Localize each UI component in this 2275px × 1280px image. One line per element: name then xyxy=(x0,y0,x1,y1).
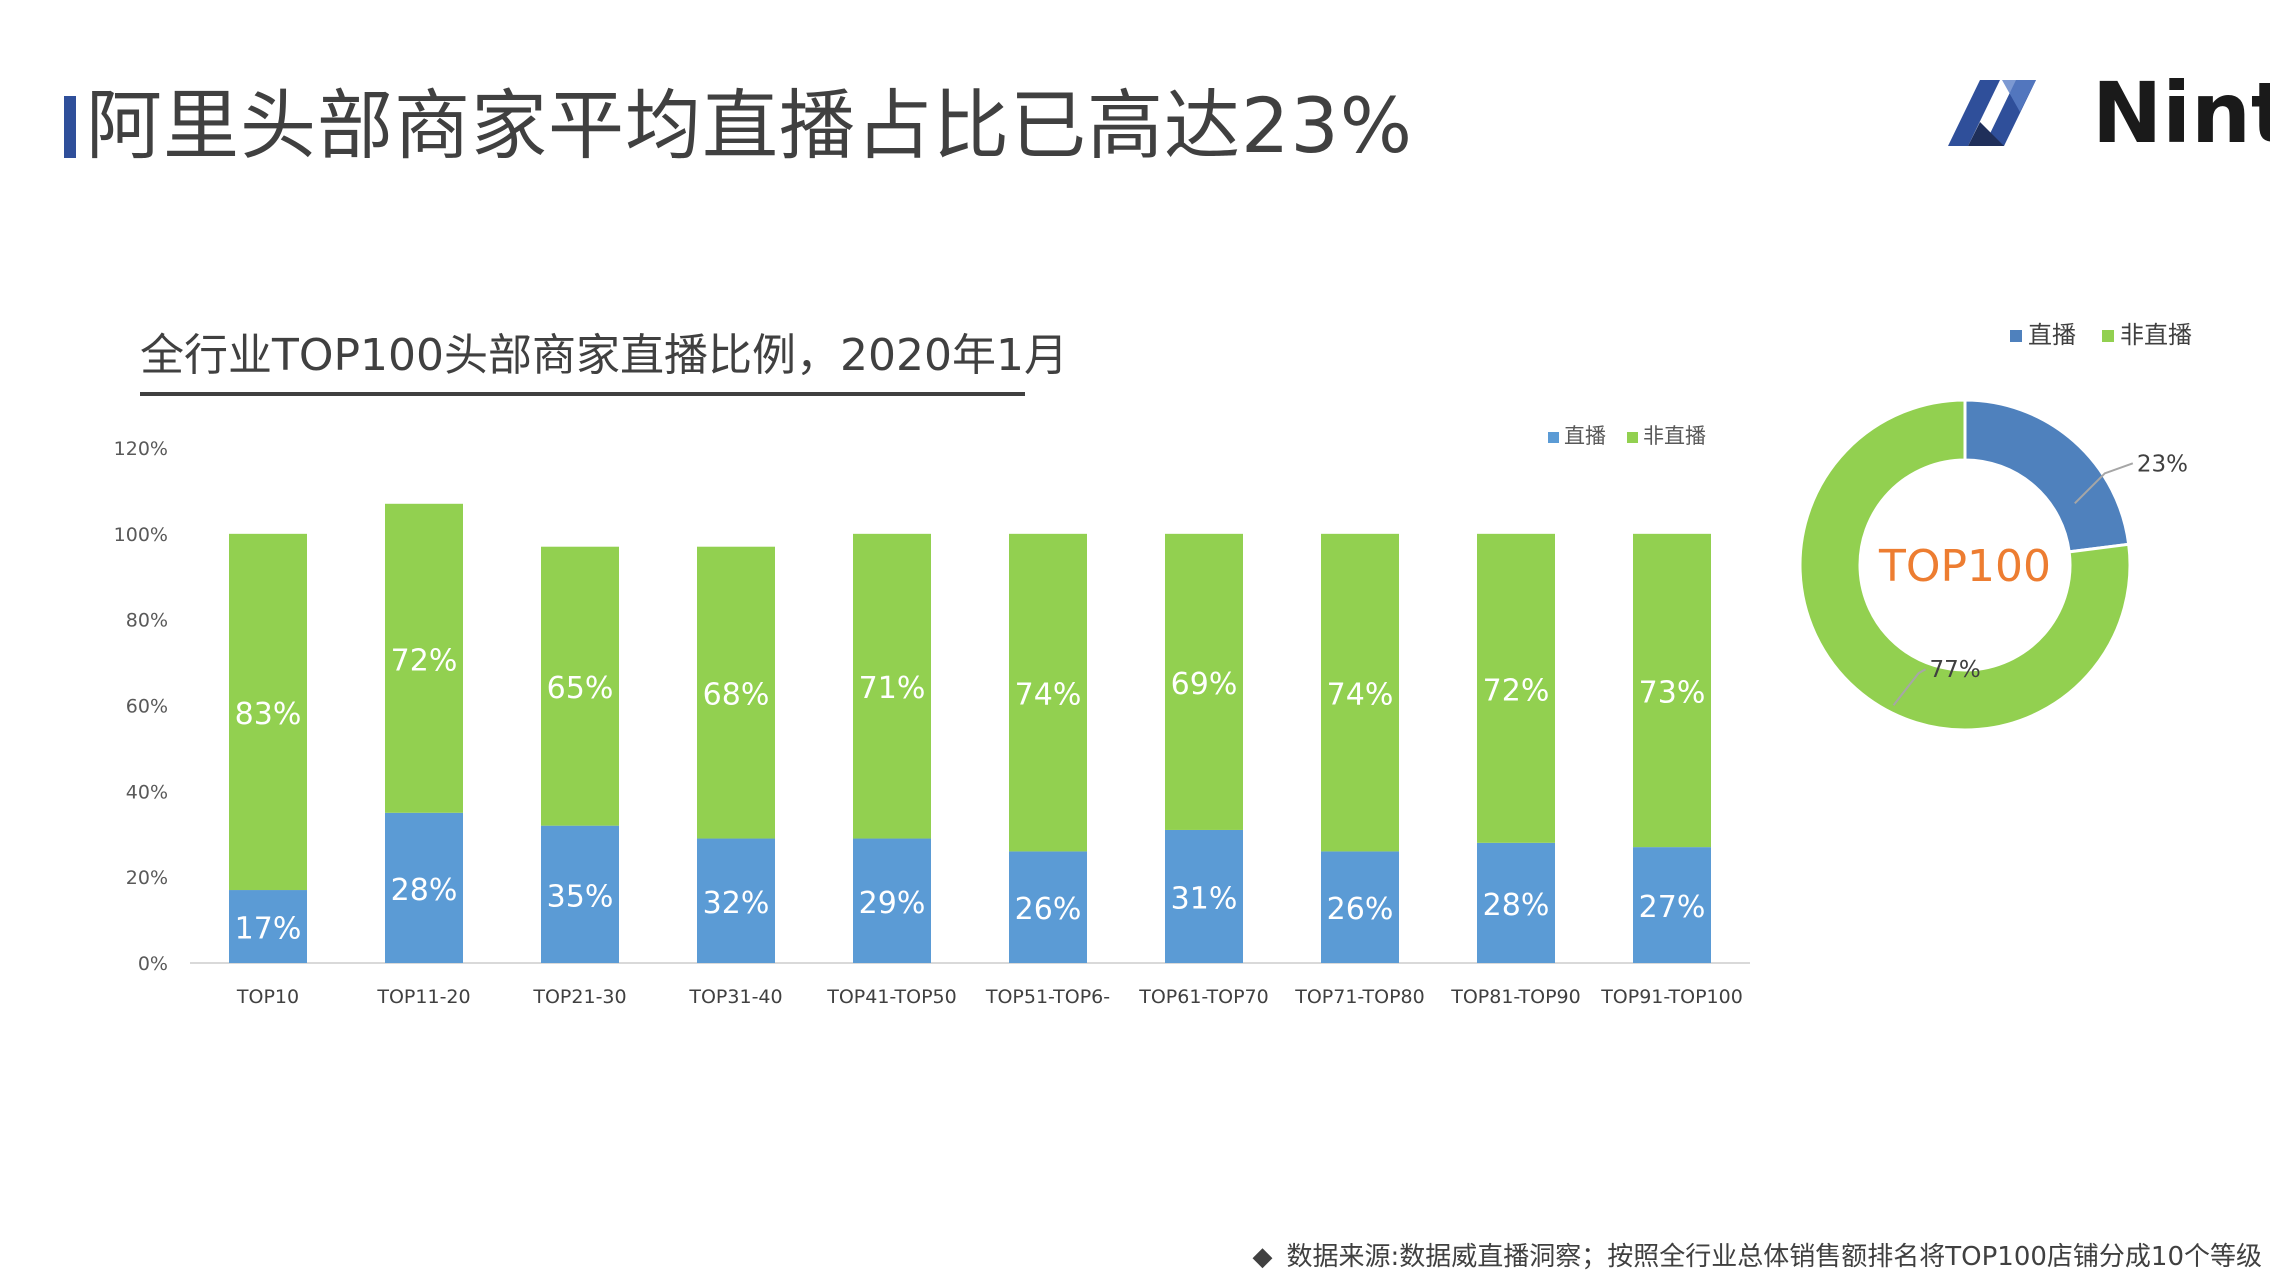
x-tick-label: TOP71-TOP80 xyxy=(1294,986,1425,1008)
y-tick-label: 20% xyxy=(126,867,168,889)
data-label-live: 28% xyxy=(1483,888,1550,923)
legend-swatch-live xyxy=(2010,330,2022,342)
legend-label-live: 直播 xyxy=(2028,321,2076,349)
bar-live-segment xyxy=(1321,851,1399,963)
donut-center-label: TOP100 xyxy=(1878,541,2051,592)
legend-swatch-non-live xyxy=(1627,432,1638,443)
data-label-live: 28% xyxy=(391,873,458,908)
donut-label-live: 23% xyxy=(2137,451,2188,477)
donut-label-non-live: 77% xyxy=(1930,657,1981,683)
data-label-non-live: 73% xyxy=(1639,675,1706,710)
data-label-live: 29% xyxy=(859,886,926,921)
bar-non-live-segment xyxy=(1633,533,1711,848)
legend-label-non-live: 非直播 xyxy=(2120,321,2192,349)
data-label-non-live: 72% xyxy=(1483,673,1550,708)
bar-live-segment xyxy=(1633,847,1711,963)
x-tick-label: TOP10 xyxy=(236,986,299,1008)
y-tick-label: 60% xyxy=(126,696,168,718)
bar-live-segment xyxy=(385,812,463,963)
x-tick-label: TOP11-20 xyxy=(376,986,470,1008)
x-tick-label: TOP91-TOP100 xyxy=(1600,986,1743,1008)
subtitle-underline xyxy=(140,392,1025,396)
bar-non-live-segment xyxy=(1477,533,1555,843)
svg-text:Nint: Nint xyxy=(2092,64,2270,154)
data-label-live: 32% xyxy=(703,886,770,921)
y-tick-label: 100% xyxy=(114,524,168,546)
y-tick-label: 120% xyxy=(114,438,168,460)
bar-non-live-segment xyxy=(385,503,463,813)
data-label-live: 27% xyxy=(1639,890,1706,925)
x-tick-label: TOP81-TOP90 xyxy=(1450,986,1581,1008)
data-label-live: 26% xyxy=(1327,892,1394,927)
legend-swatch-non-live xyxy=(2102,330,2114,342)
bar-non-live-segment xyxy=(853,533,931,839)
nint-logo: Nint xyxy=(1948,64,2270,154)
bar-non-live-segment xyxy=(1009,533,1087,852)
leader-line-live xyxy=(2074,462,2134,505)
x-tick-label: TOP61-TOP70 xyxy=(1138,986,1269,1008)
donut-chart: 23% 77% TOP100 直播 非直播 xyxy=(1798,321,2192,732)
x-tick-label: TOP21-30 xyxy=(532,986,626,1008)
data-label-non-live: 71% xyxy=(859,671,926,706)
y-tick-label: 0% xyxy=(138,953,168,975)
bar-live-segment xyxy=(697,838,775,963)
y-tick-label: 80% xyxy=(126,610,168,632)
data-label-non-live: 74% xyxy=(1327,678,1394,713)
y-tick-label: 40% xyxy=(126,781,168,803)
chart-subtitle: 全行业TOP100头部商家直播比例，2020年1月 xyxy=(140,330,1068,381)
bar-non-live-segment xyxy=(1165,533,1243,830)
source-note: ◆ 数据来源:数据威直播洞察；按照全行业总体销售额排名将TOP100店铺分成10个… xyxy=(1253,1236,2263,1273)
data-label-non-live: 72% xyxy=(391,643,458,678)
data-label-non-live: 68% xyxy=(703,678,770,713)
x-tick-label: TOP41-TOP50 xyxy=(826,986,957,1008)
data-label-non-live: 65% xyxy=(547,671,614,706)
leader-line-non-live xyxy=(1892,668,1927,706)
page-title: 阿里头部商家平均直播占比已高达23% xyxy=(86,81,1413,170)
donut-slice xyxy=(1798,398,2132,732)
bar-live-segment xyxy=(853,838,931,963)
title-accent-bar xyxy=(64,96,76,158)
bar-non-live-segment xyxy=(541,546,619,826)
bar-non-live-segment xyxy=(229,533,307,891)
legend-label-live: 直播 xyxy=(1564,424,1606,448)
donut-slice xyxy=(1963,398,2131,554)
data-label-live: 35% xyxy=(547,879,614,914)
data-label-live: 31% xyxy=(1171,881,1238,916)
bar-live-segment xyxy=(1477,842,1555,963)
source-text: 数据来源:数据威直播洞察；按照全行业总体销售额排名将TOP100店铺分成10个等… xyxy=(1286,1242,2263,1272)
data-label-non-live: 69% xyxy=(1171,667,1238,702)
stacked-bar-chart: 0% 20% 40% 60% 80% 100% 120% 17% 83% TOP10 28% 72% T… xyxy=(114,424,1750,1008)
legend-label-non-live: 非直播 xyxy=(1643,424,1706,448)
bar-live-segment xyxy=(229,890,307,963)
data-label-live: 17% xyxy=(235,912,302,947)
bullet-diamond: ◆ xyxy=(1252,1242,1273,1272)
bar-non-live-segment xyxy=(697,546,775,839)
data-label-non-live: 74% xyxy=(1015,678,1082,713)
x-tick-label: TOP31-40 xyxy=(688,986,782,1008)
legend-swatch-live xyxy=(1548,432,1559,443)
bar-live-segment xyxy=(541,825,619,963)
data-label-live: 26% xyxy=(1015,892,1082,927)
bar-live-segment xyxy=(1009,851,1087,963)
x-tick-label: TOP51-TOP6- xyxy=(985,986,1110,1008)
data-label-non-live: 83% xyxy=(235,697,302,732)
bar-live-segment xyxy=(1165,829,1243,963)
bar-non-live-segment xyxy=(1321,533,1399,852)
